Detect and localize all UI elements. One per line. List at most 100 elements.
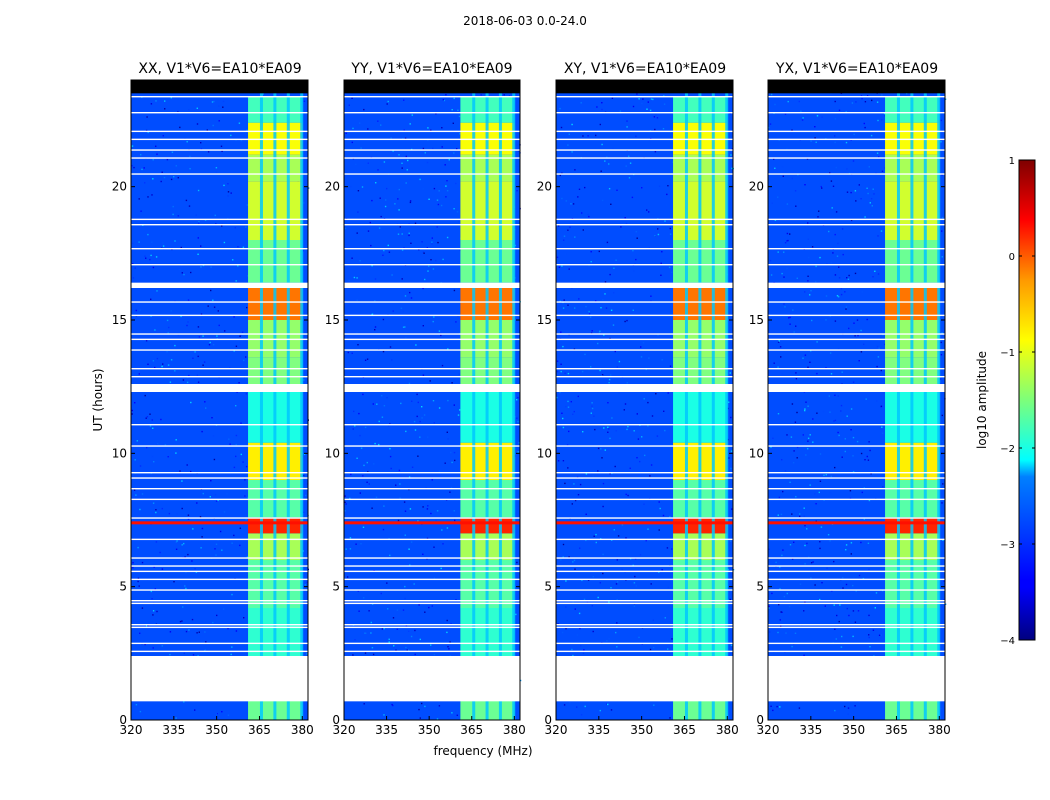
heatmap-cell [852, 381, 855, 383]
heatmap-cell [944, 98, 947, 100]
flagged-row [344, 624, 520, 626]
band-gap [937, 80, 941, 720]
heatmap-cell [169, 381, 172, 383]
heatmap-cell [424, 611, 426, 613]
heatmap-cell [409, 564, 411, 566]
heatmap-cell [397, 233, 400, 235]
heatmap-cell [880, 634, 882, 636]
heatmap-cell [405, 624, 408, 627]
heatmap-cell [378, 443, 380, 446]
heatmap-cell [782, 549, 784, 551]
flagged-row [768, 333, 945, 335]
flagged-row [768, 248, 945, 250]
heatmap-cell [565, 580, 567, 582]
heatmap-cell [421, 417, 423, 419]
heatmap-cell [516, 190, 518, 192]
heatmap-cell [558, 228, 561, 230]
flagged-row [768, 488, 945, 490]
heatmap-cell [770, 93, 773, 96]
heatmap-cell [414, 429, 417, 431]
heatmap-cell [808, 556, 810, 558]
heatmap-cell [845, 141, 848, 144]
heatmap-cell [408, 488, 410, 491]
heatmap-cell [805, 401, 807, 403]
flagged-row [556, 626, 733, 629]
heatmap-cell [153, 566, 155, 568]
heatmap-cell [422, 251, 425, 253]
heatmap-cell [221, 549, 223, 551]
heatmap-cell [652, 98, 654, 101]
heatmap-cell [152, 360, 155, 362]
heatmap-cell [403, 99, 405, 101]
heatmap-cell [629, 467, 631, 469]
heatmap-cell [417, 520, 419, 522]
heatmap-cell [633, 270, 635, 272]
flagged-row [131, 589, 308, 591]
heatmap-cell [372, 263, 374, 265]
flagged-row [131, 301, 308, 303]
heatmap-cell [616, 622, 618, 624]
heatmap-cell [850, 191, 852, 194]
heatmap-cell [941, 187, 943, 189]
heatmap-cell [352, 654, 354, 656]
heatmap-cell [591, 605, 593, 607]
heatmap-cell [134, 459, 136, 461]
heatmap-cell [835, 211, 838, 213]
heatmap-cell [858, 360, 860, 362]
flagged-row [131, 477, 308, 479]
heatmap-cell [598, 250, 600, 253]
heatmap-cell [453, 97, 455, 100]
heatmap-cell [185, 571, 187, 574]
heatmap-cell [800, 110, 802, 112]
heatmap-cell [834, 394, 836, 396]
heatmap-cell [618, 392, 620, 394]
heatmap-cell [789, 481, 791, 483]
heatmap-cell [404, 295, 407, 297]
heatmap-cell [667, 586, 669, 589]
heatmap-cell [426, 161, 429, 164]
panel-title: XX, V1*V6=EA10*EA09 [138, 61, 301, 77]
heatmap-cell [823, 474, 825, 476]
heatmap-cell [812, 441, 814, 443]
heatmap-cell [387, 100, 389, 103]
heatmap-cell [435, 519, 437, 521]
heatmap-cell [143, 167, 145, 169]
heatmap-cell [656, 435, 659, 437]
heatmap-cell [189, 155, 191, 158]
heatmap-cell [245, 518, 247, 521]
heatmap-cell [238, 382, 240, 384]
heatmap-cell [584, 705, 586, 708]
heatmap-cell [409, 123, 411, 125]
heatmap-cell [441, 364, 444, 367]
heatmap-cell [422, 506, 424, 508]
heatmap-cell [884, 343, 886, 346]
heatmap-cell [849, 490, 852, 492]
flagged-row [131, 264, 308, 266]
heatmap-cell [175, 452, 177, 454]
heatmap-cell [363, 703, 365, 705]
heatmap-cell [137, 546, 139, 549]
heatmap-cell [787, 239, 789, 242]
heatmap-cell [942, 483, 944, 485]
heatmap-cell [643, 398, 645, 400]
flagged-row [344, 112, 520, 114]
heatmap-cell [883, 112, 886, 115]
heatmap-cell [814, 493, 816, 495]
heatmap-cell [354, 639, 356, 641]
x-axis: 320 335 350 365 380 [333, 80, 526, 737]
heatmap-cell [132, 242, 134, 245]
heatmap-cell [574, 499, 577, 502]
panel-yy: YY, V1*V6=EA10*EA09 320 335 350 365 380 0510… [325, 61, 526, 737]
heatmap-cell [442, 543, 444, 545]
heatmap-cell [204, 219, 207, 221]
heatmap-cell [233, 534, 235, 537]
heatmap-cell [161, 365, 163, 368]
heatmap-cell [221, 150, 223, 152]
no-data-region [344, 656, 520, 702]
heatmap-cell [607, 402, 609, 404]
heatmap-cell [628, 177, 631, 179]
y-tick-label: 5 [544, 580, 552, 594]
heatmap-cell [637, 438, 640, 440]
heatmap-cell [621, 568, 623, 571]
y-tick-label: 10 [537, 446, 552, 460]
